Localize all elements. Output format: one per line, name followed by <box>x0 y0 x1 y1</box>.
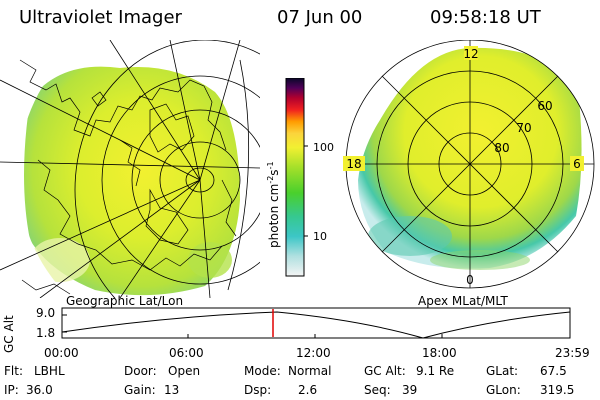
colorbar-tick-low: 10 <box>313 230 327 243</box>
gain-key: Gain: <box>124 383 156 397</box>
door-value: Open <box>168 364 201 378</box>
gc-alt-value: 9.1 Re <box>416 364 455 378</box>
door-key: Door: <box>124 364 157 378</box>
lat-lon-grid <box>0 40 260 298</box>
mlat-label-60: 60 <box>537 99 552 113</box>
coastlines <box>19 59 237 295</box>
mode-value: Normal <box>288 364 332 378</box>
dsp-key: Dsp: <box>244 383 272 397</box>
ip-value: 36.0 <box>26 383 53 397</box>
mlt-label-12: 12 <box>463 47 478 61</box>
altitude-y-low: 1.8 <box>36 326 56 340</box>
mlt-label-6: 6 <box>573 157 581 171</box>
time-tick-0600: 06:00 <box>169 346 204 360</box>
time-tick-0000: 00:00 <box>44 346 79 360</box>
magnetic-polar-plot: 12 18 6 0 60 70 80 <box>343 40 595 289</box>
time-tick-2359: 23:59 <box>555 346 590 360</box>
ip-key: IP: <box>4 383 19 397</box>
glon-key: GLon: <box>486 383 521 397</box>
colorbar <box>285 78 308 277</box>
time-tick-1200: 12:00 <box>296 346 331 360</box>
glon-value: 319.5 <box>540 383 575 397</box>
time-tick-1800: 18:00 <box>422 346 457 360</box>
mlat-label-80: 80 <box>494 141 509 155</box>
app-title: Ultraviolet Imager <box>19 7 182 28</box>
filter-key: Flt: <box>4 364 23 378</box>
dsp-value: 2.6 <box>298 383 318 397</box>
glat-key: GLat: <box>486 364 519 378</box>
filter-value: LBHL <box>34 364 65 378</box>
mlat-mlt-grid <box>345 40 595 289</box>
geographic-image <box>0 40 260 298</box>
colorbar-tick-high: 100 <box>313 141 334 154</box>
altitude-y-high: 9.0 <box>36 306 56 320</box>
mlt-label-0: 0 <box>466 273 474 287</box>
mode-key: Mode: <box>244 364 281 378</box>
mlt-label-18: 18 <box>346 157 361 171</box>
mlat-label-70: 70 <box>516 121 531 135</box>
time-label: 09:58:18 UT <box>430 7 541 28</box>
glat-value: 67.5 <box>540 364 567 378</box>
gc-alt-key: GC Alt: <box>364 364 406 378</box>
altitude-curve <box>61 311 571 339</box>
right-panel-caption: Apex MLat/MLT <box>418 294 508 308</box>
gain-value: 13 <box>164 383 180 397</box>
seq-key: Seq: <box>364 383 391 397</box>
left-panel-caption: Geographic Lat/Lon <box>66 294 184 308</box>
altitude-plot <box>61 307 571 339</box>
date-label: 07 Jun 00 <box>277 7 363 28</box>
seq-value: 39 <box>402 383 418 397</box>
